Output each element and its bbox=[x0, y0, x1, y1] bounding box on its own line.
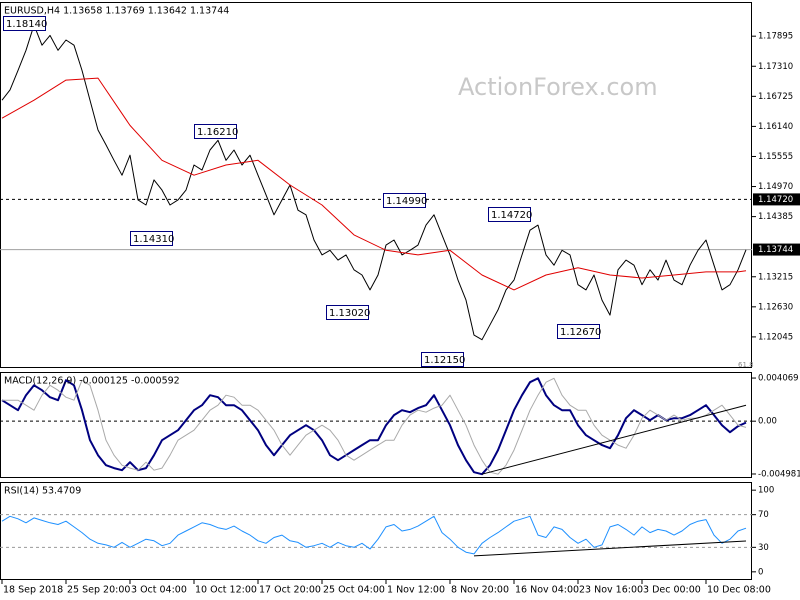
price-label: 1.14310 bbox=[133, 234, 174, 245]
y-tick-label: 70 bbox=[758, 510, 769, 520]
y-tick-label: 0 bbox=[758, 567, 763, 577]
fib-label: 61.8 bbox=[738, 361, 754, 369]
x-tick-label: 25 Sep 20:00 bbox=[67, 585, 130, 596]
x-tick-label: 1 Nov 12:00 bbox=[387, 585, 445, 596]
panel-title: RSI(14) 53.4709 bbox=[4, 486, 81, 497]
y-tick-label: 1.17895 bbox=[758, 32, 793, 42]
series-line bbox=[2, 377, 747, 475]
y-tick-label: 1.17310 bbox=[758, 62, 793, 72]
y-tick-label: 1.16725 bbox=[758, 92, 793, 102]
y-tick-label: 1.14385 bbox=[758, 212, 793, 222]
y-tick-label: 1.13215 bbox=[758, 272, 793, 282]
series-line bbox=[1, 77, 747, 291]
price-label-box bbox=[488, 207, 531, 222]
axis-price-label: 1.14720 bbox=[758, 195, 793, 205]
price-label-box bbox=[421, 352, 464, 367]
axis-price-label: 1.13744 bbox=[758, 245, 793, 255]
y-tick-label: 0.004069 bbox=[758, 374, 799, 384]
series-line bbox=[1, 515, 747, 555]
y-tick-label: -0.004981 bbox=[758, 469, 800, 479]
price-label-box bbox=[130, 231, 173, 246]
series-line bbox=[1, 377, 747, 476]
x-tick-label: 23 Nov 16:00 bbox=[579, 585, 643, 596]
price-label-box bbox=[3, 16, 46, 31]
x-tick-label: 3 Oct 04:00 bbox=[131, 585, 187, 596]
axis-price-box bbox=[753, 193, 800, 206]
y-tick-label: 100 bbox=[758, 486, 774, 496]
y-tick-label: 1.16140 bbox=[758, 122, 793, 132]
y-tick-label: 1.14970 bbox=[758, 182, 793, 192]
price-label: 1.13020 bbox=[329, 308, 370, 319]
panel-title: MACD(12,26,9) -0.000125 -0.000592 bbox=[4, 376, 180, 387]
x-tick-label: 25 Oct 04:00 bbox=[323, 585, 385, 596]
price-label: 1.14720 bbox=[491, 210, 532, 221]
x-tick-label: 10 Oct 12:00 bbox=[195, 585, 257, 596]
trendline bbox=[481, 404, 747, 475]
y-tick-label: 1.12045 bbox=[758, 332, 793, 342]
y-tick-label: 1.12630 bbox=[758, 302, 793, 312]
panel-frame bbox=[0, 482, 752, 580]
price-label: 1.16210 bbox=[197, 127, 238, 138]
watermark: ActionForex.com bbox=[458, 73, 658, 101]
price-label: 1.12150 bbox=[424, 355, 465, 366]
y-tick-label: 1.15555 bbox=[758, 152, 793, 162]
panel-title: EURUSD,H4 1.13658 1.13769 1.13642 1.1374… bbox=[4, 6, 229, 17]
trendline bbox=[473, 540, 747, 557]
x-tick-label: 8 Nov 20:00 bbox=[451, 585, 509, 596]
price-label: 1.18140 bbox=[6, 19, 47, 30]
y-tick-label: 0.00 bbox=[758, 417, 777, 427]
panel-frame bbox=[0, 372, 752, 478]
price-label-box bbox=[557, 324, 600, 339]
price-label: 1.12670 bbox=[560, 327, 601, 338]
price-label-box bbox=[326, 305, 369, 320]
x-tick-label: 3 Dec 00:00 bbox=[643, 585, 701, 596]
panel-frame bbox=[0, 2, 752, 368]
price-label-box bbox=[194, 124, 237, 139]
price-label-box bbox=[383, 193, 426, 208]
x-tick-label: 17 Oct 20:00 bbox=[259, 585, 321, 596]
series-line bbox=[1, 24, 747, 341]
axis-price-box bbox=[753, 243, 800, 256]
x-tick-label: 16 Nov 04:00 bbox=[515, 585, 579, 596]
y-tick-label: 30 bbox=[758, 543, 769, 553]
x-tick-label: 10 Dec 08:00 bbox=[707, 585, 771, 596]
price-label: 1.14990 bbox=[386, 196, 427, 207]
x-tick-label: 18 Sep 2018 bbox=[3, 585, 63, 596]
